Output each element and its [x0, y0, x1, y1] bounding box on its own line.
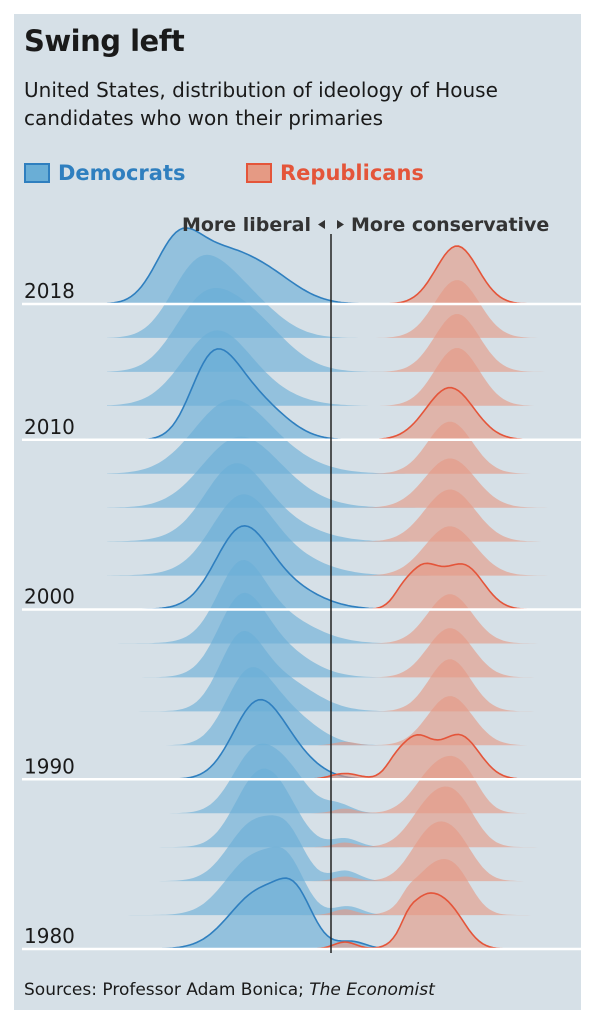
democrats-swatch [24, 163, 50, 183]
more-conservative-label: More conservative [351, 214, 549, 236]
direction-labels: More liberal More conservative [182, 214, 549, 236]
democrats-ridge-1984 [107, 815, 555, 882]
arrow-right-icon [337, 220, 344, 229]
chart-subtitle: United States, distribution of ideology … [24, 78, 498, 130]
democrats-ridge-1982 [107, 846, 555, 916]
ridges-layer [106, 227, 555, 950]
republicans-ridge-2014 [107, 314, 555, 372]
source-note: Sources: Professor Adam Bonica; The Econ… [24, 980, 435, 1000]
year-baselines [22, 302, 581, 951]
democrats-ridge-1996 [107, 592, 555, 678]
democrats-ridge-2000 [107, 525, 555, 610]
source-publication: The Economist [309, 980, 435, 1000]
republicans-ridge-1994 [107, 659, 555, 712]
year-labels: 2018 2010 2000 1990 1980 [24, 279, 75, 948]
democrats-ridge-1998 [107, 560, 555, 644]
year-label-1980: 1980 [24, 924, 75, 948]
year-label-2018: 2018 [24, 279, 75, 303]
republicans-swatch [246, 163, 272, 183]
republicans-ridge-2002 [107, 526, 555, 576]
republicans-ridge-2018 [107, 246, 555, 304]
democrats-ridge-1994 [107, 630, 555, 712]
chart-title: Swing left [24, 24, 185, 58]
ridgeline-chart: More liberal More conservative 201820102… [22, 214, 581, 953]
democrats-label: Democrats [58, 161, 186, 185]
chart-panel: Swing left United States, distribution o… [14, 14, 581, 1010]
republicans-ridge-1992 [107, 696, 555, 746]
democrats-ridge-1990 [107, 699, 555, 780]
year-label-2010: 2010 [24, 415, 75, 439]
republicans-label: Republicans [280, 161, 424, 185]
year-label-2000: 2000 [24, 585, 75, 609]
democrats-ridge-1992 [107, 667, 555, 746]
more-liberal-label: More liberal [182, 214, 311, 236]
arrow-left-icon [318, 220, 325, 229]
source-prefix: Sources: Professor Adam Bonica; [24, 980, 310, 1000]
democrats-ridge-1980 [107, 878, 555, 949]
republicans-ridge-1980 [107, 892, 555, 949]
legend-item-republicans: Republicans [246, 156, 424, 190]
republicans-ridge-2016 [107, 280, 555, 338]
legend-item-democrats: Democrats [24, 156, 186, 190]
year-label-1990: 1990 [24, 754, 75, 778]
